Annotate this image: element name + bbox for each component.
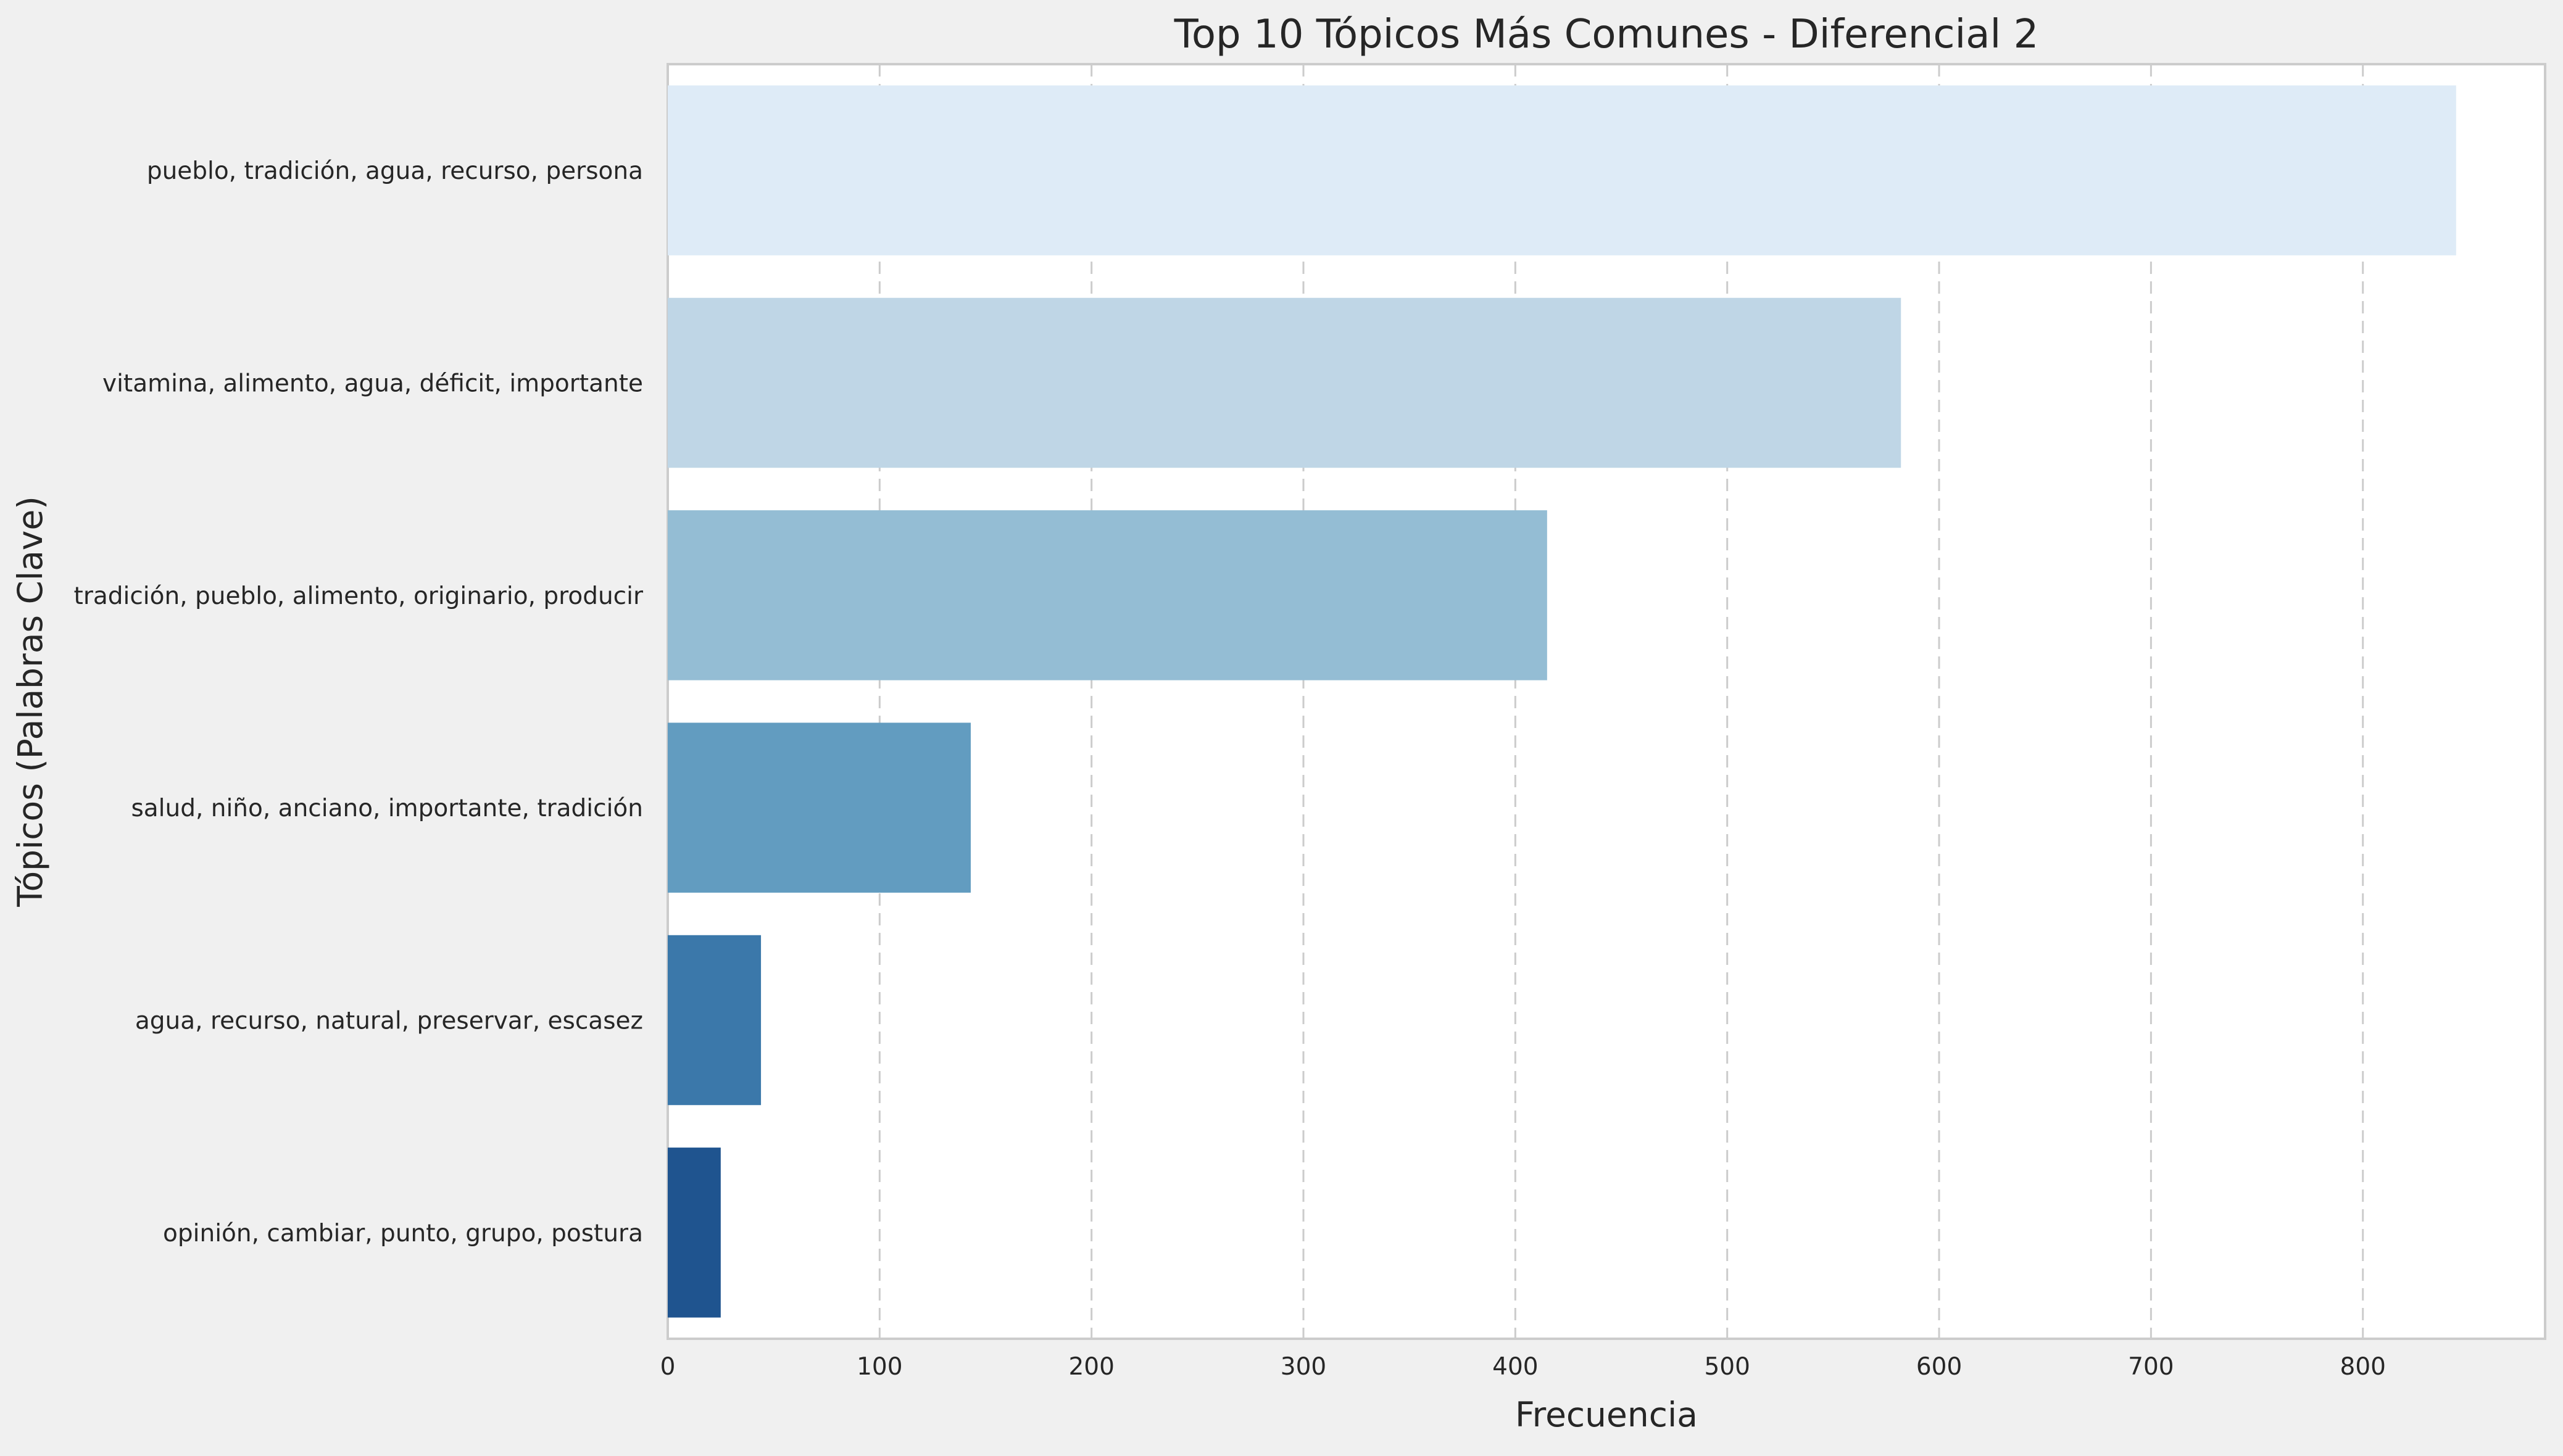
bar	[668, 935, 762, 1106]
x-tick-labels: 0 100 200 300 400 500 600 700 800	[660, 1353, 2386, 1381]
bar	[668, 1148, 721, 1318]
x-tick-label: 800	[2340, 1353, 2386, 1381]
grid-lines	[878, 64, 2364, 1339]
x-axis-title: Frecuencia	[1515, 1395, 1698, 1434]
y-tick-label: vitamina, alimento, agua, déficit, impor…	[102, 370, 643, 398]
y-tick-label: agua, recurso, natural, preservar, escas…	[135, 1007, 643, 1035]
y-tick-label: opinión, cambiar, punto, grupo, postura	[163, 1220, 643, 1247]
bar	[668, 85, 2456, 255]
y-tick-label: salud, niño, anciano, importante, tradic…	[131, 795, 643, 822]
y-tick-label: tradición, pueblo, alimento, originario,…	[74, 582, 644, 610]
y-tick-labels: pueblo, tradición, agua, recurso, person…	[74, 157, 644, 1247]
chart-title: Top 10 Tópicos Más Comunes - Diferencial…	[1174, 12, 2039, 57]
x-tick-label: 500	[1704, 1353, 1750, 1381]
x-tick-label: 600	[1916, 1353, 1962, 1381]
bars	[668, 85, 2456, 1318]
y-axis-title: Tópicos (Palabras Clave)	[10, 496, 50, 908]
y-tick-label: pueblo, tradición, agua, recurso, person…	[147, 157, 643, 185]
x-tick-label: 300	[1281, 1353, 1326, 1381]
plot-area	[667, 63, 2546, 1340]
bar	[668, 722, 971, 893]
x-tick-label: 400	[1492, 1353, 1538, 1381]
x-tick-label: 0	[660, 1353, 676, 1381]
x-tick-label: 100	[857, 1353, 902, 1381]
bar	[668, 297, 1901, 468]
x-tick-label: 200	[1068, 1353, 1114, 1381]
x-tick-label: 700	[2128, 1353, 2174, 1381]
bar	[668, 510, 1547, 680]
